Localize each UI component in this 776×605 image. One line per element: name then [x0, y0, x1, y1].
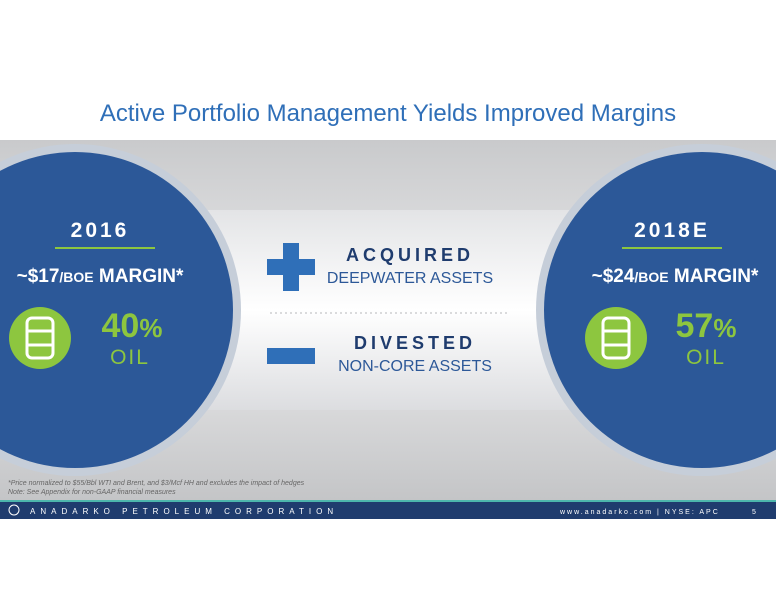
- logo: [8, 504, 20, 516]
- oil-icon: [9, 307, 71, 369]
- acquired-subtitle: DEEPWATER ASSETS: [327, 270, 493, 287]
- acquired-title: ACQUIRED: [346, 245, 474, 265]
- footnote: *Price normalized to $55/Bbl WTI and Bre…: [8, 480, 305, 487]
- margin-value: ~$17: [17, 266, 60, 287]
- site: www.anadarko.com | NYSE: APC: [559, 509, 720, 516]
- divested-title: DIVESTED: [354, 333, 476, 353]
- plus-icon: [267, 243, 315, 291]
- minus-icon: [267, 348, 315, 364]
- company: ANADARKO PETROLEUM CORPORATION: [30, 507, 338, 516]
- percent-sign: %: [139, 313, 162, 343]
- percent-value: 40: [102, 307, 140, 345]
- footnote: Note: See Appendix for non-GAAP financia…: [8, 489, 176, 496]
- percent-value: 57: [676, 307, 714, 345]
- margin-unit: /BOE: [59, 269, 93, 285]
- right-circle: [544, 152, 776, 468]
- year: 2016: [71, 219, 130, 242]
- title: Active Portfolio Management Yields Impro…: [100, 100, 676, 127]
- page-number: 5: [752, 509, 756, 516]
- margin: ~$24/BOE MARGIN*: [592, 266, 759, 287]
- percent-sign: %: [713, 313, 736, 343]
- margin-label: MARGIN*: [94, 266, 184, 287]
- percent: 40%: [102, 307, 163, 345]
- left-circle: [0, 152, 233, 468]
- margin-unit: /BOE: [634, 269, 668, 285]
- divested-subtitle: NON-CORE ASSETS: [338, 358, 492, 375]
- oil-label: OIL: [686, 346, 726, 369]
- percent: 57%: [676, 307, 737, 345]
- margin: ~$17/BOE MARGIN*: [17, 266, 184, 287]
- margin-value: ~$24: [592, 266, 635, 287]
- oil-label: OIL: [110, 346, 150, 369]
- year: 2018E: [634, 219, 710, 242]
- oil-icon: [585, 307, 647, 369]
- footer-bar: [0, 502, 776, 519]
- footer-accent: [0, 500, 776, 502]
- margin-label: MARGIN*: [669, 266, 759, 287]
